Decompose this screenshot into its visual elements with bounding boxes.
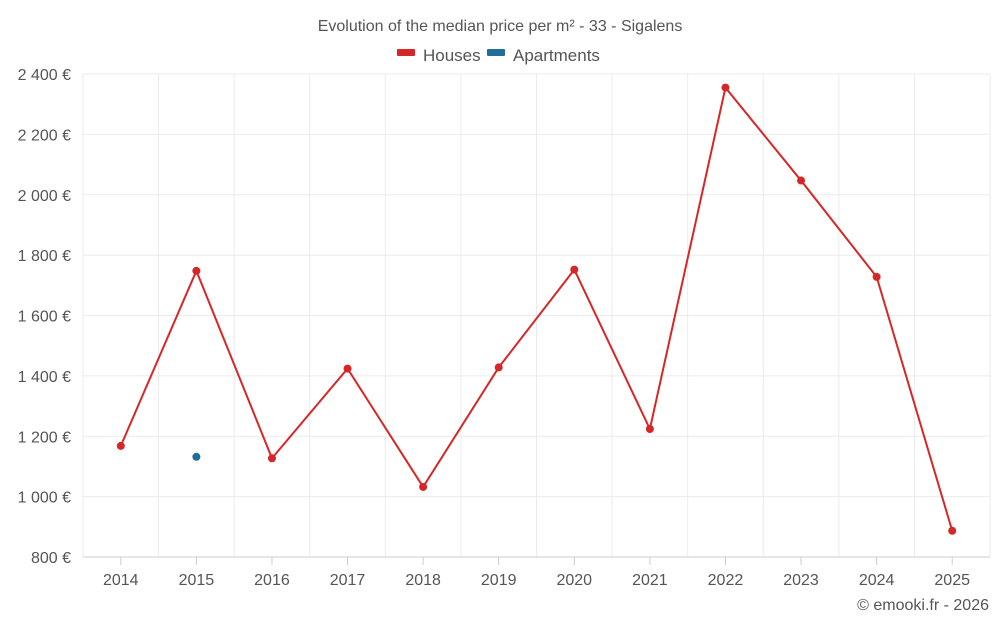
y-tick-label: 1 200 €	[18, 429, 71, 446]
y-gridlines	[83, 73, 990, 498]
series-line-houses	[119, 86, 954, 532]
x-tick-label: 2017	[330, 572, 366, 589]
data-point[interactable]	[192, 452, 201, 461]
x-tick-label: 2020	[556, 572, 592, 589]
data-point[interactable]	[872, 272, 881, 281]
y-tick-label: 1 400 €	[18, 369, 71, 386]
x-axis-ticks: 2014 2015 2016 2017 2018 2019 2020 2021 2022 2023…	[103, 557, 970, 589]
data-point[interactable]	[645, 425, 654, 434]
credit-text: © emooki.fr - 2026	[857, 597, 989, 614]
x-tick-label: 2019	[481, 572, 517, 589]
data-point[interactable]	[948, 526, 957, 535]
x-tick-label: 2022	[708, 572, 744, 589]
data-point[interactable]	[116, 441, 125, 450]
data-point[interactable]	[721, 83, 730, 92]
series-apartments	[192, 452, 201, 461]
y-tick-label: 1 000 €	[18, 490, 71, 507]
x-tick-label: 2015	[179, 572, 215, 589]
legend-label: Apartments	[513, 46, 600, 65]
legend-item-apartments[interactable]: Apartments	[487, 46, 600, 65]
legend: Houses Apartments	[397, 46, 600, 65]
y-tick-label: 1 600 €	[18, 309, 71, 326]
y-tick-label: 2 200 €	[18, 127, 71, 144]
y-tick-label: 800 €	[31, 550, 71, 567]
data-point[interactable]	[570, 265, 579, 274]
legend-swatch	[487, 49, 505, 56]
chart-title: Evolution of the median price per m² - 3…	[318, 18, 683, 35]
x-tick-label: 2024	[859, 572, 895, 589]
y-tick-label: 2 400 €	[18, 67, 71, 84]
data-point[interactable]	[267, 454, 276, 463]
y-tick-label: 2 000 €	[18, 188, 71, 205]
data-point[interactable]	[797, 176, 806, 185]
legend-label: Houses	[423, 46, 481, 65]
y-tick-label: 1 800 €	[18, 248, 71, 265]
data-point[interactable]	[192, 266, 201, 275]
x-tick-label: 2014	[103, 572, 139, 589]
y-axis-ticks: 800 € 1 000 € 1 200 € 1 400 € 1 600 € 1 800 €…	[18, 67, 71, 567]
x-tick-label: 2023	[783, 572, 819, 589]
data-point[interactable]	[494, 363, 503, 372]
legend-swatch	[397, 49, 415, 56]
data-point[interactable]	[343, 364, 352, 373]
data-point[interactable]	[419, 482, 428, 491]
x-tick-label: 2016	[254, 572, 290, 589]
series-layer	[116, 83, 957, 535]
series-houses	[116, 83, 957, 535]
x-tick-label: 2021	[632, 572, 668, 589]
x-tick-label: 2025	[934, 572, 970, 589]
x-tick-label: 2018	[405, 572, 441, 589]
legend-item-houses[interactable]: Houses	[397, 46, 481, 65]
